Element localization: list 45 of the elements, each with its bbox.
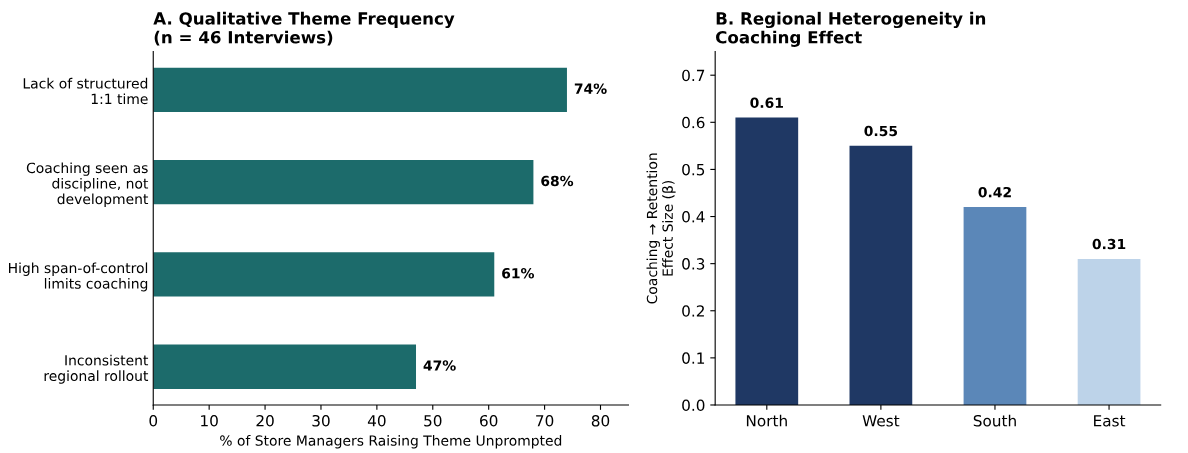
bar: [735, 117, 799, 405]
data-label: 0.31: [1092, 238, 1126, 250]
y-tick-label: 0.3: [682, 258, 705, 270]
data-label: 0.61: [750, 97, 783, 108]
x-tick-label: South: [973, 414, 1016, 427]
data-label: 0.55: [864, 125, 898, 137]
x-tick-label: 10: [201, 414, 218, 427]
data-label: 0.42: [978, 186, 1011, 198]
bar: [153, 67, 567, 113]
data-label: 74%: [574, 83, 607, 94]
y-tick-label: 0.6: [682, 116, 705, 129]
y-tick-label: 0.4: [682, 211, 705, 223]
chart-title: A. Qualitative Theme Frequency (n = 46 Interviews): [153, 11, 455, 46]
data-label: 68%: [541, 175, 574, 187]
bar: [963, 207, 1027, 405]
x-tick-label: 20: [256, 414, 274, 427]
x-tick-label: North: [746, 414, 787, 427]
y-tick-label: 0.2: [682, 305, 704, 317]
bar: [849, 145, 913, 405]
y-tick-label: Inconsistent regional rollout: [44, 354, 149, 384]
x-tick-label: 40: [367, 414, 386, 427]
x-tick-label: 70: [536, 414, 554, 427]
y-tick-label: 0.0: [682, 399, 705, 411]
x-tick-label: 0: [149, 414, 158, 427]
y-tick-label: 0.5: [682, 163, 705, 176]
y-tick-label: 0.7: [682, 69, 705, 82]
x-tick-label: 50: [424, 414, 442, 427]
bar: [1077, 258, 1141, 405]
x-tick-label: 80: [591, 414, 610, 427]
x-tick-label: 30: [312, 414, 330, 427]
x-tick-label: 60: [480, 414, 498, 427]
chart-title: B. Regional Heterogeneity in Coaching Effect: [716, 11, 986, 47]
y-tick-label: High span-of-control limits coaching: [9, 262, 148, 292]
y-tick-label: Coaching seen as discipline, not development: [26, 162, 149, 207]
y-axis-title: Coaching → Retention Effect Size (β): [646, 153, 676, 304]
bar: [153, 344, 417, 389]
data-label: 47%: [423, 360, 456, 371]
y-tick-label: Lack of structured 1:1 time: [23, 77, 148, 105]
x-axis-title: % of Store Managers Raising Theme Unprompted: [220, 435, 562, 449]
x-tick-label: West: [862, 415, 900, 427]
data-label: 61%: [502, 267, 535, 279]
bar: [153, 252, 495, 297]
x-tick-label: East: [1094, 415, 1126, 427]
y-tick-label: 0.1: [682, 352, 705, 364]
bar: [153, 160, 534, 205]
